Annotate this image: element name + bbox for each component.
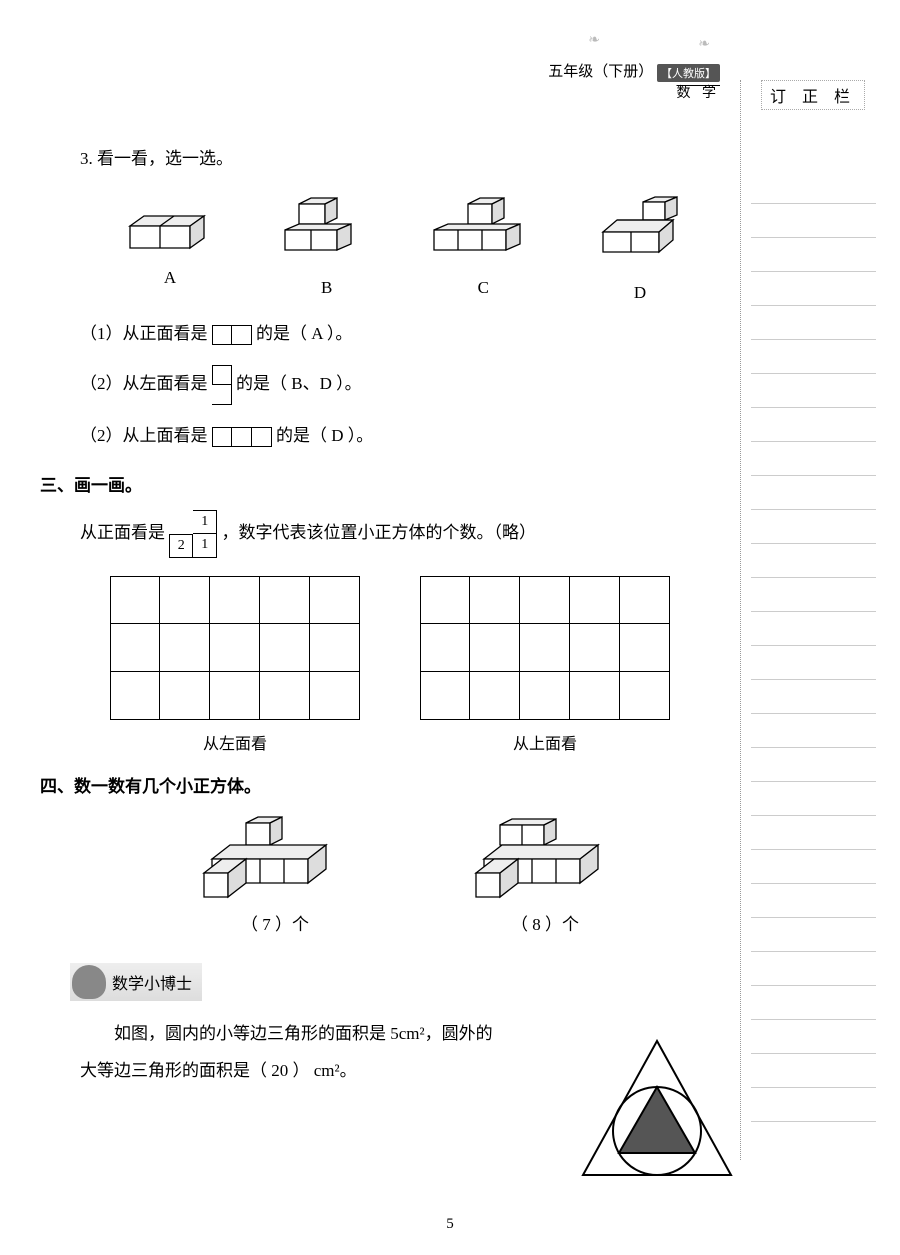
q3s1-prefix: （1）从正面看是	[80, 324, 208, 343]
correction-sidebar: 订 正 栏	[740, 80, 880, 1160]
doctor-p2: 大等边三角形的面积是（ 20 ） cm²。	[80, 1052, 357, 1089]
cube-figure-1	[200, 815, 350, 910]
sec4-title: 四、数一数有几个小正方体。	[40, 772, 720, 797]
stack-cell: 2	[169, 534, 193, 558]
box-icon	[232, 427, 252, 447]
doctor-p1: 如图，圆内的小等边三角形的面积是 5cm²，圆外的	[114, 1024, 493, 1043]
cube-shape-b	[277, 196, 377, 261]
sidebar-line	[751, 816, 876, 850]
sec3-suffix: ，数字代表该位置小正方体的个数。（略）	[222, 522, 537, 541]
sidebar-lines	[741, 170, 880, 1122]
sidebar-line	[751, 442, 876, 476]
sidebar-line	[751, 510, 876, 544]
sidebar-line	[751, 374, 876, 408]
option-label: C	[423, 278, 543, 298]
option-label: B	[267, 278, 387, 298]
count-answer: （ 7 ）个	[200, 910, 350, 935]
sidebar-line	[751, 1088, 876, 1122]
sidebar-line	[751, 952, 876, 986]
sidebar-line	[751, 544, 876, 578]
sidebar-line	[751, 306, 876, 340]
sidebar-line	[751, 1054, 876, 1088]
sidebar-line	[751, 578, 876, 612]
grid-left: 从左面看	[110, 576, 360, 754]
cube-shape-a	[120, 196, 220, 251]
number-stack: 1 21	[169, 510, 217, 558]
page-number: 5	[0, 1216, 900, 1233]
stack-cell: 1	[193, 534, 217, 558]
leaf-icon: ❧	[698, 36, 710, 53]
subject-label: 数 学	[677, 86, 721, 101]
box-icon	[212, 365, 232, 385]
q3s2-prefix: （2）从左面看是	[80, 373, 208, 392]
sidebar-line	[751, 238, 876, 272]
cube-shape-d	[585, 196, 695, 266]
q3-sub-3: （2）从上面看是 的是（ D ）。	[80, 419, 720, 453]
sidebar-line	[751, 646, 876, 680]
sidebar-line	[751, 986, 876, 1020]
sidebar-line	[751, 748, 876, 782]
sidebar-line	[751, 204, 876, 238]
sidebar-line	[751, 272, 876, 306]
sidebar-line	[751, 850, 876, 884]
page-header: ❧ ❧ 五年级（下册） 【人教版】 数 学	[80, 60, 720, 102]
stack-cell: 1	[193, 510, 217, 534]
sidebar-line	[751, 612, 876, 646]
grids: 从左面看 从上面看	[110, 576, 720, 754]
q3-sub-2: （2）从左面看是 的是（ B、D ）。	[80, 365, 720, 405]
box-icon	[212, 325, 232, 345]
q3s2-suffix: 的是（ B、D ）。	[236, 373, 362, 392]
q3s3-prefix: （2）从上面看是	[80, 426, 208, 445]
sec3-title: 三、画一画。	[40, 471, 720, 496]
box-icon	[212, 427, 232, 447]
box-icon	[232, 325, 252, 345]
sidebar-line	[751, 170, 876, 204]
q3s3-suffix: 的是（ D ）。	[276, 426, 373, 445]
sidebar-line	[751, 408, 876, 442]
grade-label: 五年级（下册）	[548, 64, 653, 80]
doctor-badge: 数学小博士	[70, 963, 202, 1001]
sec3-line: 从正面看是 1 21 ，数字代表该位置小正方体的个数。（略）	[80, 510, 720, 558]
page-content: ❧ ❧ 五年级（下册） 【人教版】 数 学 3. 看一看，选一选。 A B C …	[80, 60, 720, 1089]
sidebar-line	[751, 782, 876, 816]
sidebar-line	[751, 918, 876, 952]
sidebar-line	[751, 340, 876, 374]
sidebar-line	[751, 476, 876, 510]
box-icon	[212, 385, 232, 405]
grid-label: 从上面看	[420, 730, 670, 754]
option-label: D	[580, 283, 700, 303]
q3s1-suffix: 的是（ A ）。	[256, 324, 352, 343]
option-c: C	[423, 196, 543, 303]
box-stack	[212, 365, 232, 405]
grid-right: 从上面看	[420, 576, 670, 754]
sidebar-line	[751, 1020, 876, 1054]
doctor-title: 数学小博士	[112, 970, 192, 994]
count-item-2: （ 8 ）个	[470, 815, 620, 935]
sidebar-line	[751, 714, 876, 748]
grid-label: 从左面看	[110, 730, 360, 754]
count-answer: （ 8 ）个	[470, 910, 620, 935]
q3-options: A B C D	[110, 196, 700, 303]
option-d: D	[580, 196, 700, 303]
box-icon	[252, 427, 272, 447]
doctor-icon	[72, 965, 106, 999]
triangle-figure	[575, 1035, 740, 1185]
count-row: （ 7 ）个 （ 8 ）个	[200, 815, 720, 935]
count-item-1: （ 7 ）个	[200, 815, 350, 935]
cube-figure-2	[470, 815, 620, 910]
grid	[110, 576, 360, 720]
sidebar-line	[751, 884, 876, 918]
edition-badge: 【人教版】	[657, 64, 720, 82]
cube-shape-c	[428, 196, 538, 261]
sec3-prefix: 从正面看是	[80, 522, 165, 541]
leaf-icon: ❧	[588, 32, 600, 49]
option-b: B	[267, 196, 387, 303]
sidebar-title: 订 正 栏	[761, 80, 865, 110]
option-label: A	[110, 268, 230, 288]
q3-title: 3. 看一看，选一选。	[80, 142, 720, 176]
q3-sub-1: （1）从正面看是 的是（ A ）。	[80, 317, 720, 351]
grid	[420, 576, 670, 720]
sidebar-line	[751, 680, 876, 714]
option-a: A	[110, 196, 230, 303]
